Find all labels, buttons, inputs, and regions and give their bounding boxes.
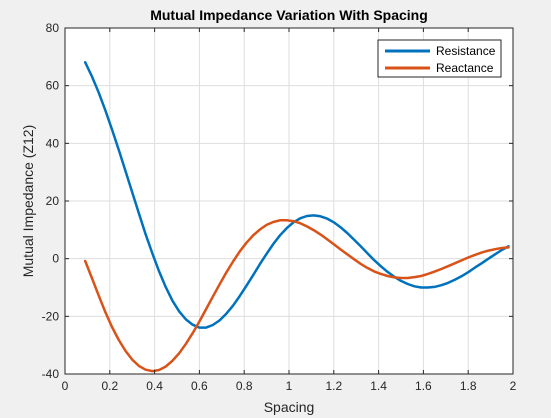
- x-tick-label: 0.6: [191, 379, 208, 393]
- legend-label-resistance: Resistance: [436, 44, 496, 58]
- x-tick-label: 0.2: [101, 379, 118, 393]
- x-tick-label: 0.8: [236, 379, 253, 393]
- legend-label-reactance: Reactance: [436, 61, 494, 75]
- y-tick-label: -20: [42, 309, 60, 323]
- x-tick-label: 1: [286, 379, 293, 393]
- x-tick-label: 1.6: [415, 379, 432, 393]
- legend-box: [377, 39, 502, 78]
- y-tick-label: 80: [46, 21, 60, 35]
- series-layer: [83, 61, 510, 373]
- x-tick-label: 2: [510, 379, 517, 393]
- series-line-resistance: [83, 61, 510, 329]
- y-tick-label: 20: [46, 194, 60, 208]
- x-tick-label: 1.4: [370, 379, 387, 393]
- x-tick-label: 1.8: [460, 379, 477, 393]
- x-tick-label: 1.2: [325, 379, 342, 393]
- y-axis-label: Mutual Impedance (Z12): [20, 125, 36, 278]
- ticks: 0 0.2 0.4 0.6 0.8 1 1.2 1.4 1.6 1.8 2 -40 -20 0 20 40 60…: [42, 21, 517, 393]
- y-tick-label: -40: [42, 367, 60, 381]
- chart-title: Mutual Impedance Variation With Spacing: [150, 7, 428, 23]
- x-axis-label: Spacing: [264, 399, 315, 415]
- x-tick-label: 0.4: [146, 379, 163, 393]
- x-tick-label: 0: [62, 379, 69, 393]
- y-tick-label: 0: [52, 252, 59, 266]
- legend[interactable]: Resistance Reactance: [377, 39, 502, 78]
- y-tick-label: 60: [46, 79, 60, 93]
- y-tick-label: 40: [46, 136, 60, 150]
- series-line-reactance: [83, 219, 510, 373]
